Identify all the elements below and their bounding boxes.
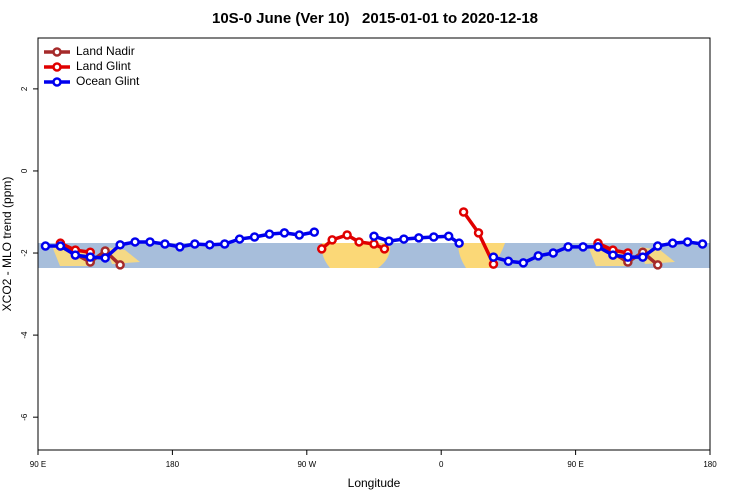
data-point: [667, 238, 678, 248]
data-point: [130, 237, 140, 247]
data-point: [454, 238, 464, 248]
data-point: [100, 253, 110, 263]
data-point: [115, 260, 125, 270]
plot-frame: [37, 37, 711, 451]
data-point: [160, 239, 170, 249]
data-point: [548, 248, 558, 258]
data-point: [342, 230, 352, 240]
y-axis-label: XCO2 - MLO trend (ppm): [0, 177, 14, 312]
data-point: [40, 241, 51, 251]
y-tick-label: 2: [20, 86, 29, 91]
data-point: [316, 244, 327, 254]
data-point: [369, 231, 379, 241]
data-point: [175, 242, 185, 252]
x-tick-label: 0: [439, 460, 444, 469]
data-point: [652, 241, 663, 251]
legend-marker: [52, 77, 62, 87]
data-point: [309, 227, 320, 237]
y-tick-label: -4: [20, 331, 29, 339]
data-point: [578, 242, 588, 252]
legend-marker: [52, 47, 62, 57]
data-point: [518, 258, 529, 268]
data-point: [414, 233, 424, 243]
x-tick-label: 90 E: [30, 460, 46, 469]
data-point: [55, 241, 66, 251]
data-point: [652, 260, 663, 270]
data-point: [354, 237, 364, 247]
data-point: [503, 256, 514, 266]
x-tick-label: 180: [703, 460, 717, 469]
data-point: [234, 234, 245, 244]
data-point: [384, 236, 394, 246]
legend-label: Ocean Glint: [76, 74, 140, 88]
chart-title: 10S-0 June (Ver 10) 2015-01-01 to 2020-1…: [212, 10, 538, 27]
y-tick-label: 0: [20, 168, 29, 173]
data-point: [279, 228, 290, 238]
data-point: [85, 252, 96, 262]
data-point: [443, 231, 454, 241]
data-point: [264, 229, 275, 239]
data-point: [145, 237, 155, 247]
data-point: [327, 235, 337, 245]
data-point: [458, 207, 469, 217]
data-point: [593, 242, 603, 252]
data-point: [488, 252, 499, 262]
data-point: [294, 230, 305, 240]
x-tick-label: 180: [166, 460, 180, 469]
x-axis-label: Longitude: [348, 476, 401, 490]
data-point: [473, 228, 484, 238]
legend-label: Land Nadir: [76, 44, 135, 58]
data-point: [428, 232, 439, 242]
data-point: [399, 234, 409, 244]
data-point: [379, 244, 390, 254]
data-point: [70, 250, 81, 260]
data-point: [638, 252, 648, 262]
data-point: [682, 237, 693, 247]
data-point: [369, 239, 379, 249]
data-point: [563, 242, 573, 252]
data-point: [608, 250, 618, 260]
y-tick-label: -2: [20, 249, 29, 257]
data-point: [190, 239, 200, 249]
data-point: [204, 240, 215, 250]
data-point: [115, 240, 125, 250]
y-tick-label: -6: [20, 413, 29, 421]
x-tick-label: 90 W: [297, 460, 316, 469]
data-point: [697, 239, 708, 249]
legend-marker: [52, 62, 62, 72]
data-point: [623, 252, 633, 262]
data-point: [249, 232, 260, 242]
data-point: [533, 251, 544, 261]
legend-label: Land Glint: [76, 59, 131, 73]
data-point: [219, 239, 230, 249]
x-tick-label: 90 E: [567, 460, 583, 469]
